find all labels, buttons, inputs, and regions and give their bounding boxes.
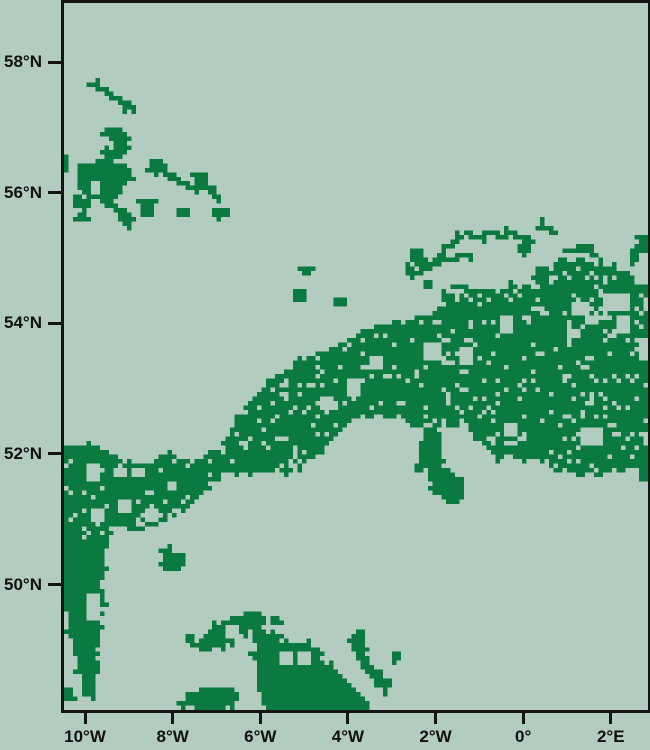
y-tick-label: 58°N (4, 52, 42, 72)
x-tick-mark (434, 711, 438, 724)
y-tick-mark (48, 452, 61, 456)
y-tick-mark (48, 321, 61, 325)
x-tick-mark (521, 711, 525, 724)
y-tick-label: 54°N (4, 313, 42, 333)
y-tick-label: 56°N (4, 182, 42, 202)
raster-map-canvas (64, 2, 648, 710)
x-tick-mark (83, 711, 87, 724)
y-tick-label: 52°N (4, 443, 42, 463)
y-tick-mark (48, 583, 61, 587)
y-tick-mark (48, 191, 61, 195)
x-tick-label: 2°W (419, 727, 452, 746)
y-tick-mark (48, 60, 61, 64)
x-tick-mark (609, 711, 613, 724)
x-tick-mark (258, 711, 262, 724)
plot-frame (61, 0, 650, 713)
x-tick-label: 8°W (156, 727, 189, 746)
x-tick-label: 2°E (596, 727, 625, 746)
x-tick-label: 0° (514, 727, 532, 746)
x-tick-label: 10°W (64, 727, 106, 746)
y-tick-label: 50°N (4, 574, 42, 594)
x-tick-label: 6°W (244, 727, 277, 746)
x-tick-mark (346, 711, 350, 724)
x-tick-label: 4°W (331, 727, 365, 746)
x-tick-mark (171, 711, 175, 724)
